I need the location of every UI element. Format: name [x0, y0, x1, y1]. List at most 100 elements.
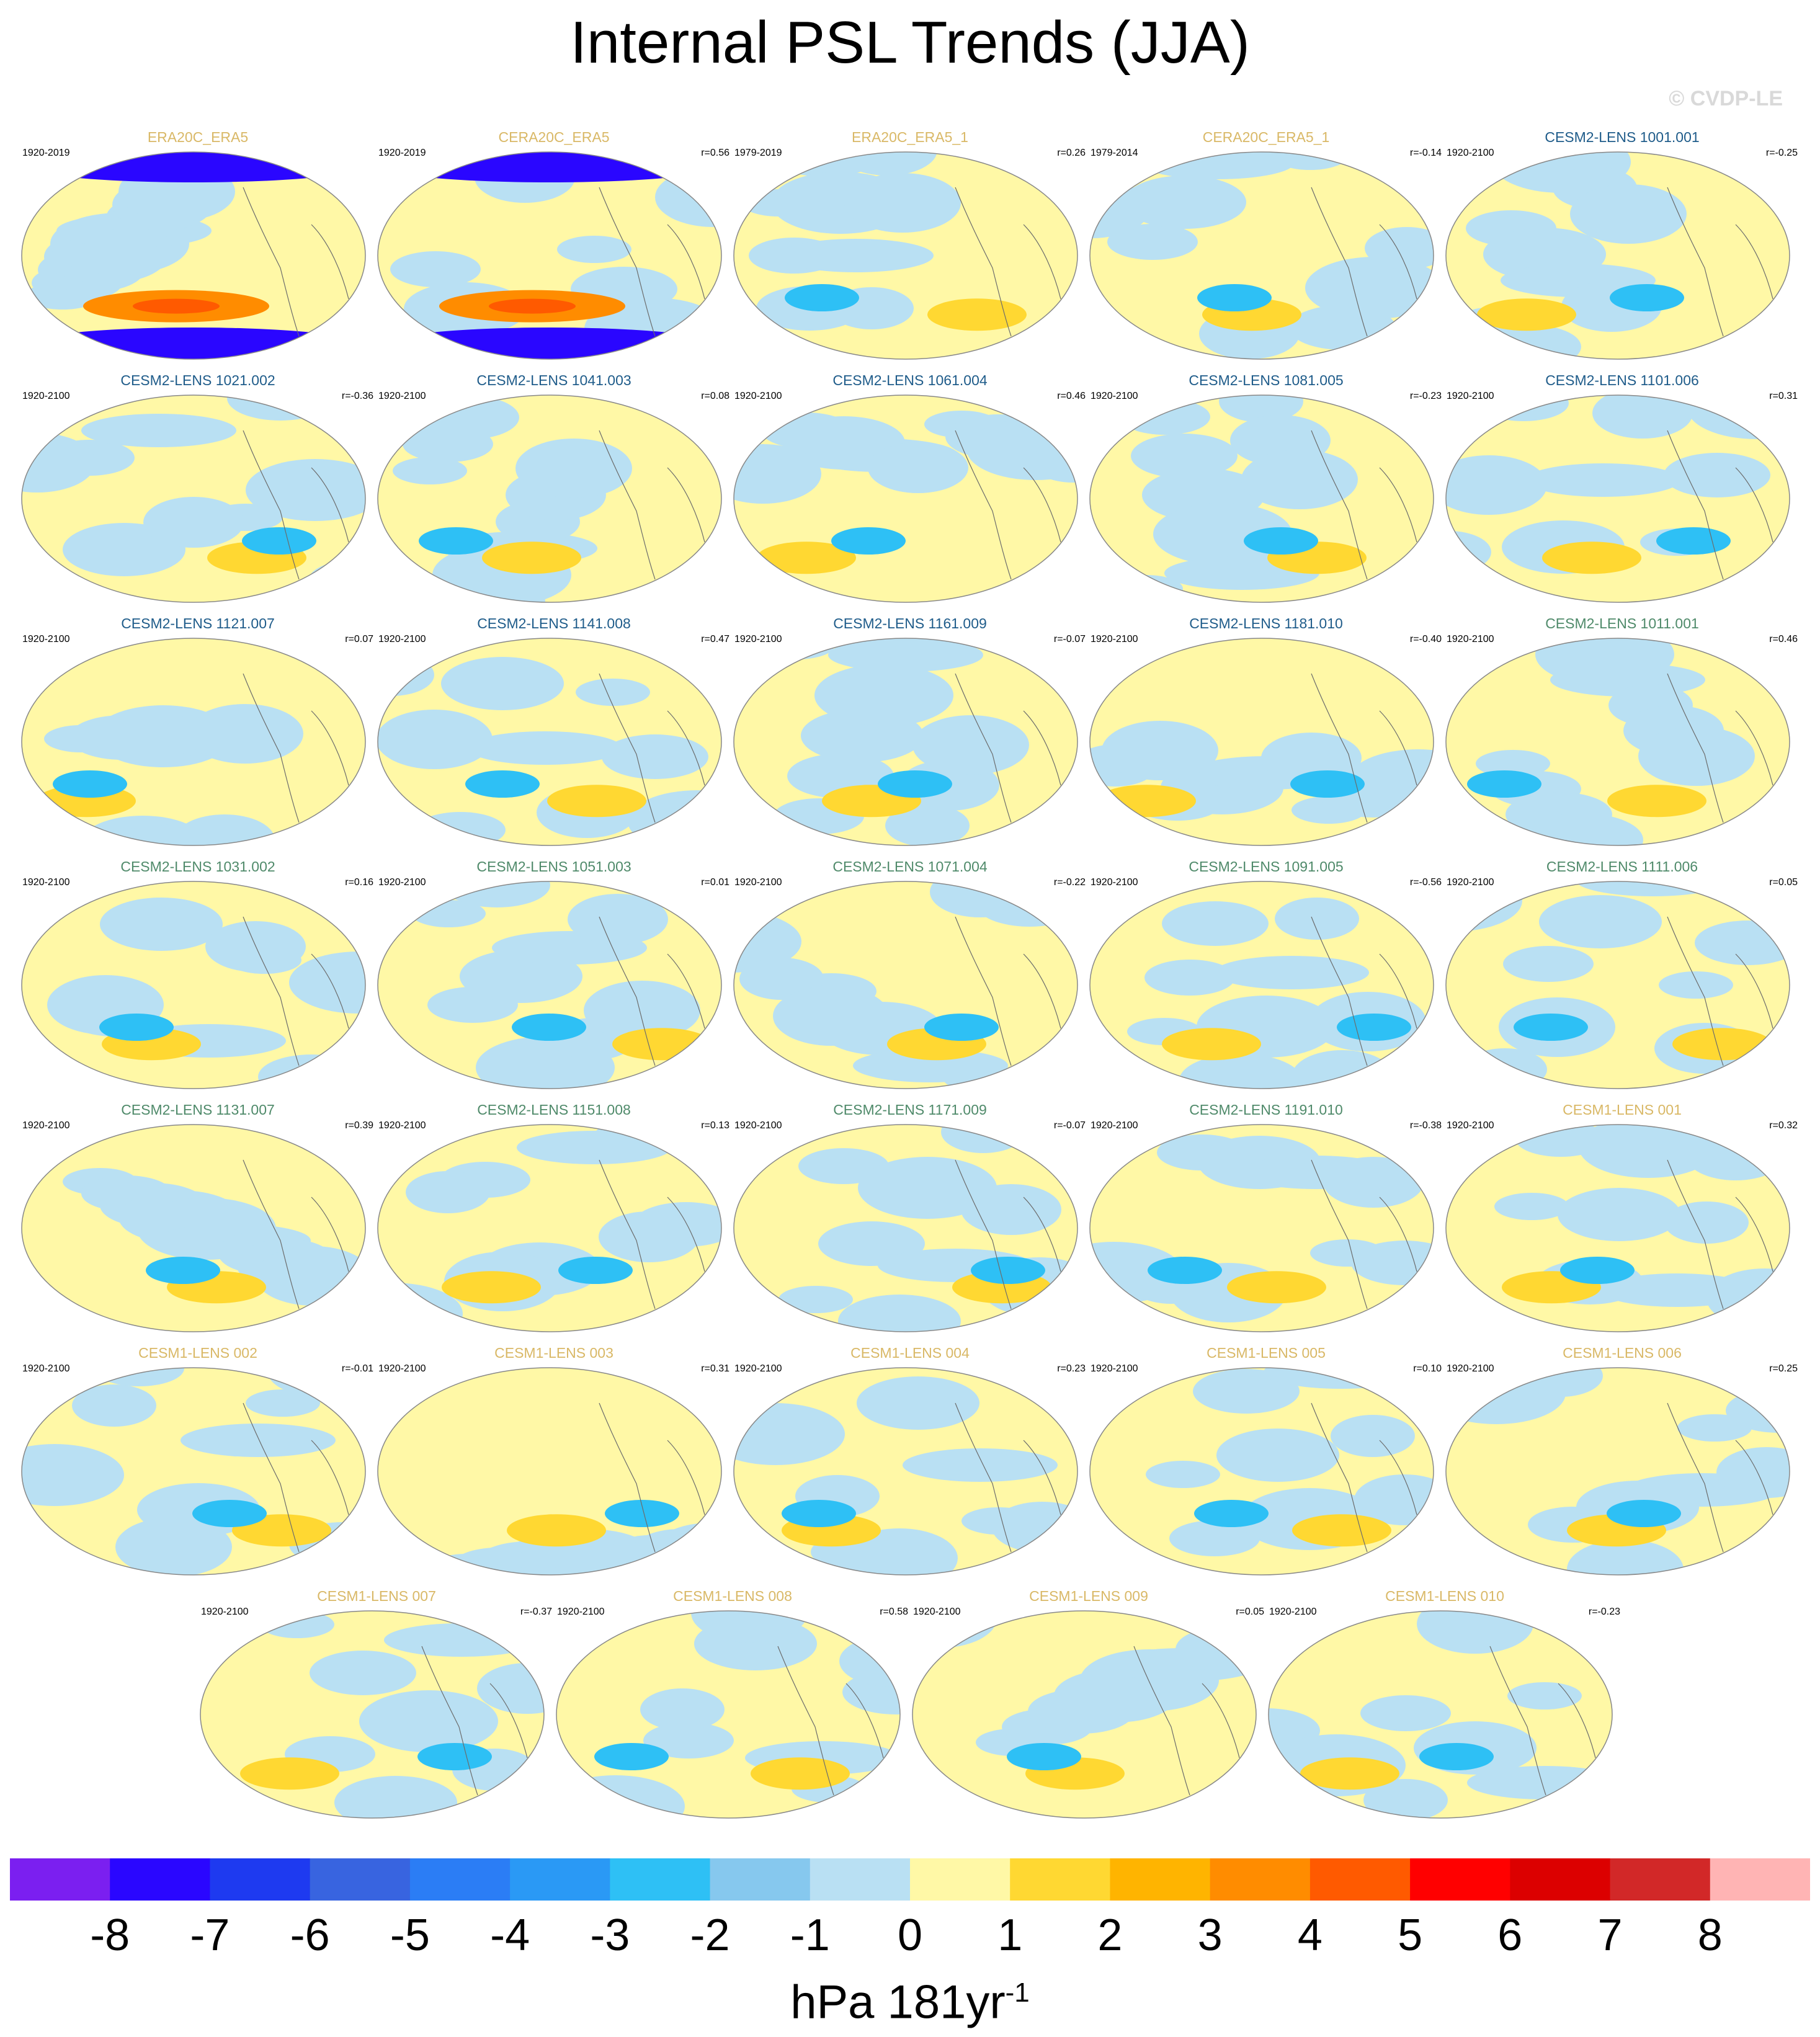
- colorbar-tick-label: 8: [1697, 1910, 1723, 1960]
- panel-correlation: r=-0.37: [520, 1607, 552, 1617]
- colorbar-tick-label: -8: [90, 1910, 130, 1960]
- map-panel: CESM2-LENS 1151.008 1920-2100 r=0.13: [376, 1102, 732, 1337]
- map-panel: ERA20C_ERA5 1920-2019: [20, 129, 376, 365]
- map-panel: CESM2-LENS 1051.003 1920-2100 r=0.01: [376, 858, 732, 1094]
- psl-trend-map: [377, 638, 722, 846]
- colorbar-box: [710, 1858, 811, 1901]
- panel-label: CESM2-LENS 1091.005: [1189, 858, 1344, 875]
- psl-trend-map: [912, 1610, 1257, 1819]
- psl-trend-map: [1445, 151, 1790, 360]
- panel-label: CESM1-LENS 009: [1029, 1588, 1148, 1604]
- colorbar-tick-label: -2: [690, 1910, 730, 1960]
- panel-label: CESM2-LENS 1161.009: [833, 615, 987, 631]
- map-panel: CESM1-LENS 003 1920-2100 r=0.31: [376, 1345, 732, 1580]
- psl-trend-map: [1089, 394, 1434, 603]
- panel-period: 1920-2100: [1447, 877, 1494, 888]
- panel-period: 1920-2100: [734, 877, 782, 888]
- psl-trend-map: [1445, 1367, 1790, 1576]
- panel-correlation: r=-0.38: [1409, 1120, 1442, 1131]
- psl-trend-map: [377, 881, 722, 1089]
- panel-period: 1920-2100: [378, 1363, 426, 1374]
- colorbar-box: [910, 1858, 1010, 1901]
- figure-title: Internal PSL Trends (JJA): [570, 9, 1250, 76]
- panel-period: 1979-2019: [734, 148, 782, 158]
- colorbar-box: [1410, 1858, 1510, 1901]
- panel-correlation: r=0.16: [345, 877, 373, 888]
- psl-trend-map: [556, 1610, 901, 1819]
- map-panel: CERA20C_ERA5 1920-2019 r=0.56: [376, 129, 732, 365]
- psl-trend-map: [377, 1124, 722, 1332]
- panel-period: 1920-2100: [22, 877, 70, 888]
- map-panel: CESM2-LENS 1181.010 1920-2100 r=-0.40: [1088, 615, 1444, 851]
- map-panel: CESM2-LENS 1121.007 1920-2100 r=0.07: [20, 615, 376, 851]
- colorbar-tick-label: -7: [190, 1910, 230, 1960]
- panel-correlation: r=0.10: [1413, 1363, 1442, 1374]
- map-panel: CESM1-LENS 004 1920-2100 r=0.23: [732, 1345, 1088, 1580]
- panel-correlation: r=0.46: [1057, 391, 1086, 401]
- panel-label: CESM2-LENS 1171.009: [833, 1102, 987, 1118]
- colorbar-box: [1710, 1858, 1810, 1901]
- panel-period: 1920-2100: [734, 634, 782, 644]
- panel-label: CERA20C_ERA5: [498, 129, 610, 145]
- panel-label: CESM2-LENS 1151.008: [477, 1102, 631, 1118]
- colorbar-box: [510, 1858, 610, 1901]
- panel-period: 1920-2100: [1447, 148, 1494, 158]
- map-panel: CESM1-LENS 007 1920-2100 r=-0.37: [199, 1588, 555, 1824]
- units-exponent: -1: [1005, 1977, 1030, 2008]
- psl-trend-map: [21, 1124, 366, 1332]
- panel-period: 1920-2100: [378, 634, 426, 644]
- panel-label: CESM2-LENS 1121.007: [121, 615, 275, 631]
- map-panel: CESM2-LENS 1011.001 1920-2100 r=0.46: [1444, 615, 1800, 851]
- panel-correlation: r=0.01: [701, 877, 729, 888]
- colorbar-tick-label: 4: [1297, 1910, 1323, 1960]
- colorbar-tick-label: -1: [790, 1910, 830, 1960]
- panel-correlation: r=0.58: [880, 1607, 908, 1617]
- psl-trend-map: [733, 394, 1078, 603]
- panel-period: 1920-2100: [22, 634, 70, 644]
- panel-label: CESM1-LENS 007: [317, 1588, 436, 1604]
- colorbar-box: [310, 1858, 411, 1901]
- panel-label: CESM1-LENS 010: [1385, 1588, 1504, 1604]
- colorbar-box: [810, 1858, 911, 1901]
- panel-correlation: r=0.05: [1236, 1607, 1264, 1617]
- map-panel: CESM2-LENS 1131.007 1920-2100 r=0.39: [20, 1102, 376, 1337]
- panel-period: 1920-2100: [1091, 1120, 1138, 1131]
- psl-trend-map: [1445, 1124, 1790, 1332]
- panel-correlation: r=-0.14: [1409, 148, 1442, 158]
- colorbar-tick-label: -5: [390, 1910, 430, 1960]
- panel-label: CESM1-LENS 003: [494, 1345, 613, 1361]
- colorbar-box: [1110, 1858, 1211, 1901]
- psl-trend-map: [377, 151, 722, 360]
- panel-label: CESM2-LENS 1051.003: [476, 858, 631, 875]
- map-panel: CESM2-LENS 1031.002 1920-2100 r=0.16: [20, 858, 376, 1094]
- psl-trend-map: [1089, 638, 1434, 846]
- panel-correlation: r=0.26: [1057, 148, 1086, 158]
- watermark: © CVDP-LE: [1669, 87, 1783, 110]
- panel-label: CESM2-LENS 1191.010: [1189, 1102, 1343, 1118]
- panel-correlation: r=-0.40: [1409, 634, 1442, 644]
- map-panel: CESM2-LENS 1101.006 1920-2100 r=0.31: [1444, 372, 1800, 608]
- panel-period: 1920-2100: [1447, 1363, 1494, 1374]
- psl-trend-map: [1089, 151, 1434, 360]
- panel-label: CESM2-LENS 1061.004: [832, 372, 988, 388]
- colorbar-box: [1510, 1858, 1611, 1901]
- map-panel: CESM1-LENS 010 1920-2100 r=-0.23: [1267, 1588, 1623, 1824]
- map-panel: CESM2-LENS 1061.004 1920-2100 r=0.46: [732, 372, 1088, 608]
- panel-label: CESM1-LENS 002: [138, 1345, 257, 1361]
- map-panel: CESM2-LENS 1071.004 1920-2100 r=-0.22: [732, 858, 1088, 1094]
- colorbar-tick-label: 7: [1597, 1910, 1623, 1960]
- panel-period: 1979-2014: [1091, 148, 1138, 158]
- panel-correlation: r=-0.07: [1053, 1120, 1086, 1131]
- panel-correlation: r=0.25: [1769, 1363, 1798, 1374]
- map-panel: CESM2-LENS 1141.008 1920-2100 r=0.47: [376, 615, 732, 851]
- map-panel: CESM1-LENS 001 1920-2100 r=0.32: [1444, 1102, 1800, 1337]
- panel-correlation: r=0.47: [701, 634, 729, 644]
- psl-trend-map: [733, 638, 1078, 846]
- map-panel: CESM1-LENS 008 1920-2100 r=0.58: [555, 1588, 911, 1824]
- colorbar-box: [610, 1858, 711, 1901]
- map-panel: CESM1-LENS 009 1920-2100 r=0.05: [911, 1588, 1267, 1824]
- panel-period: 1920-2100: [22, 1120, 70, 1131]
- panel-period: 1920-2019: [378, 148, 426, 158]
- psl-trend-map: [1089, 881, 1434, 1089]
- panel-label: CESM2-LENS 1131.007: [121, 1102, 275, 1118]
